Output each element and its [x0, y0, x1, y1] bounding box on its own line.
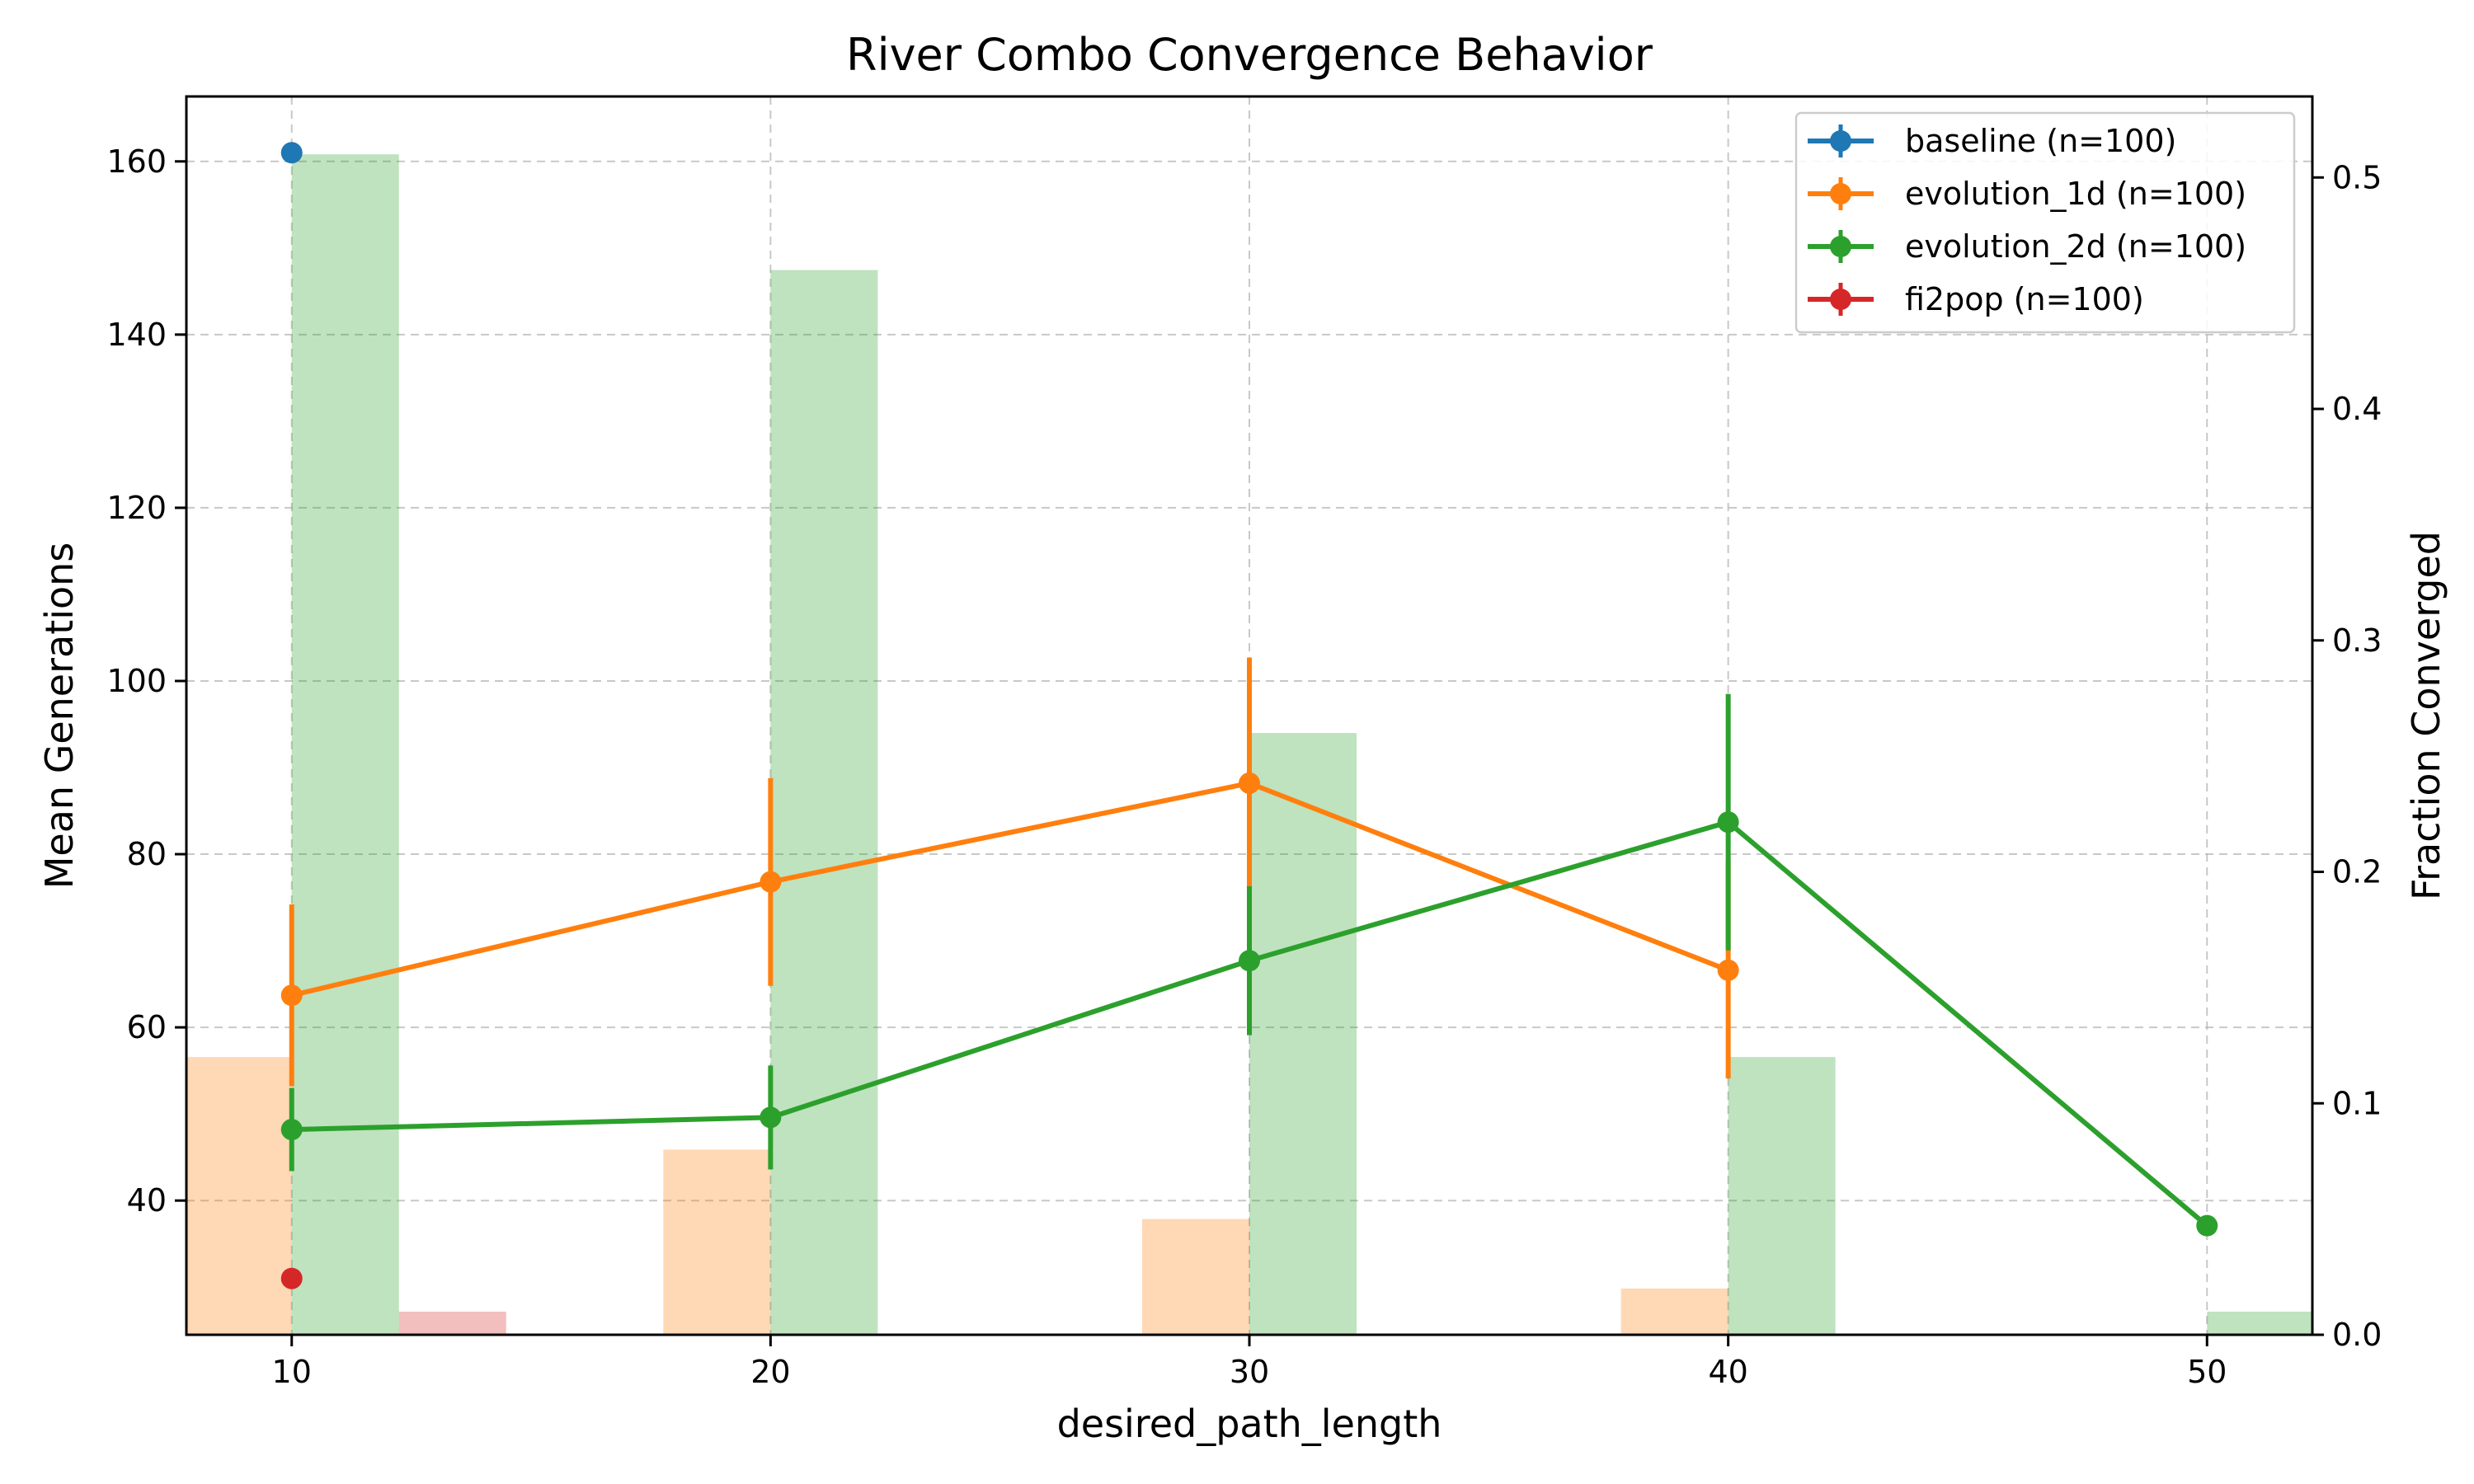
fraction-bar-s1-3: [1620, 1288, 1729, 1335]
data-point-s1-2: [1239, 772, 1260, 794]
x-tick-label-50: 50: [2187, 1354, 2227, 1390]
y2-tick-label-0.4: 0.4: [2332, 391, 2382, 427]
legend-entry-3: fi2pop (n=100): [1808, 281, 2144, 317]
legend-label-2: evolution_2d (n=100): [1905, 228, 2246, 265]
legend-entries: baseline (n=100) evolution_1d (n=100) evol…: [1808, 123, 2246, 317]
x-tick-label-10: 10: [272, 1354, 312, 1390]
data-point-s0-0: [280, 142, 303, 164]
y-tick-label-60: 60: [127, 1009, 167, 1045]
fraction-bars: [186, 154, 2312, 1336]
data-point-s3-0: [280, 1267, 303, 1289]
fraction-bar-s1-0: [186, 1057, 292, 1335]
data-point-s2-0: [280, 1119, 303, 1141]
y2-tick-label-0.5: 0.5: [2332, 159, 2382, 195]
y2-tick-label-0.2: 0.2: [2332, 854, 2382, 890]
y-tick-label-160: 160: [106, 143, 167, 180]
y-tick-label-120: 120: [106, 490, 167, 526]
legend-swatch-marker-3: [1830, 289, 1851, 310]
legend: baseline (n=100) evolution_1d (n=100) evol…: [1794, 111, 2296, 334]
x-tick-label-30: 30: [1230, 1354, 1269, 1390]
legend-swatch-marker-0: [1830, 130, 1851, 152]
fraction-bar-s1-1: [663, 1149, 771, 1335]
y-axis-label: Mean Generations: [37, 542, 82, 890]
fraction-bar-s2-0: [291, 154, 399, 1336]
x-axis-label: desired_path_length: [1057, 1402, 1442, 1446]
legend-label-0: baseline (n=100): [1905, 123, 2176, 159]
y2-axis-label: Fraction Converged: [2404, 531, 2448, 900]
fraction-bar-s2-2: [1249, 733, 1357, 1335]
data-point-s1-3: [1717, 959, 1739, 981]
y-tick-label-80: 80: [127, 836, 167, 872]
data-point-s1-1: [760, 871, 782, 893]
legend-frame: [1794, 111, 2296, 334]
x-tick-label-40: 40: [1708, 1354, 1747, 1390]
fraction-bar-s2-3: [1728, 1057, 1836, 1335]
legend-entry-2: evolution_2d (n=100): [1808, 228, 2246, 265]
y-tick-label-140: 140: [106, 317, 167, 353]
x-tick-label-20: 20: [750, 1354, 790, 1390]
chart-title: River Combo Convergence Behavior: [846, 29, 1653, 81]
data-point-s2-3: [1717, 811, 1739, 834]
legend-label-3: fi2pop (n=100): [1905, 281, 2144, 317]
fraction-bar-s1-2: [1142, 1219, 1249, 1335]
y2-tick-label-0.0: 0.0: [2332, 1317, 2382, 1353]
legend-swatch-marker-2: [1830, 236, 1851, 257]
legend-label-1: evolution_1d (n=100): [1905, 176, 2246, 212]
y-tick-label-40: 40: [127, 1182, 167, 1219]
legend-entry-0: baseline (n=100): [1808, 123, 2176, 159]
legend-entry-1: evolution_1d (n=100): [1808, 176, 2246, 212]
y2-tick-label-0.3: 0.3: [2332, 622, 2382, 659]
y-tick-label-100: 100: [106, 663, 167, 699]
data-point-s1-0: [280, 984, 303, 1007]
fraction-bar-s2-4: [2207, 1311, 2312, 1335]
data-point-s2-1: [760, 1106, 782, 1129]
y2-tick-label-0.1: 0.1: [2332, 1085, 2382, 1121]
fraction-bar-s2-1: [770, 270, 878, 1335]
data-point-s2-2: [1239, 950, 1260, 972]
series-line-1: [291, 780, 1729, 998]
legend-swatch-marker-1: [1830, 183, 1851, 204]
data-point-s2-4: [2196, 1214, 2218, 1237]
fraction-bar-s3-0: [398, 1311, 506, 1335]
tick-labels: 10 20 30 40 50 40 60 80 100 120 140 160 0.0 0.1 0.2 0.3…: [106, 143, 2382, 1390]
series-lines: [280, 142, 2218, 1289]
